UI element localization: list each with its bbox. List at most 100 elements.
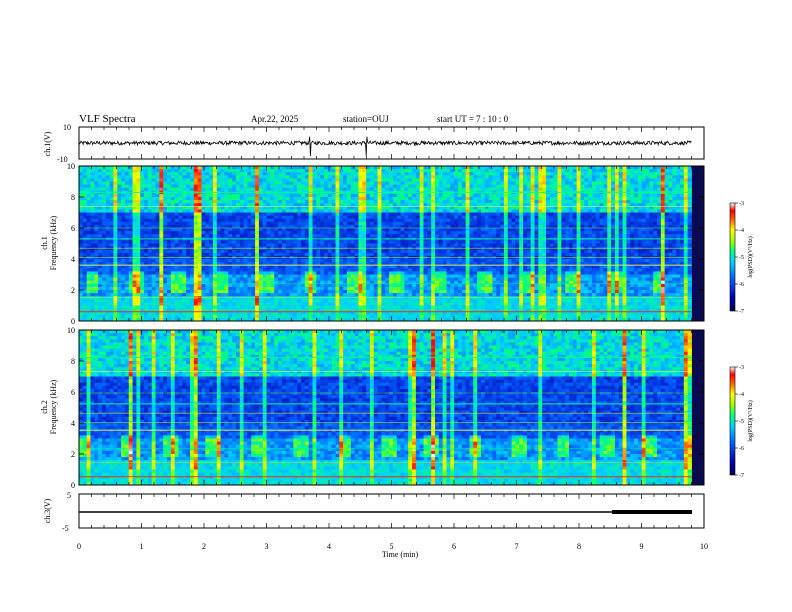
spectrogram-cell <box>392 308 398 313</box>
spectrogram-cell <box>396 172 401 176</box>
spectrogram-cell <box>346 277 352 282</box>
spectrogram-cell <box>170 317 176 322</box>
spectrogram-cell <box>170 169 176 173</box>
spectrogram-cell <box>247 305 252 309</box>
spectrogram-cell <box>193 252 199 257</box>
spectrogram-cell <box>178 228 183 232</box>
spectrogram-cell <box>285 271 290 275</box>
spectrogram-cell <box>339 311 344 316</box>
spectrogram-cell <box>98 209 103 213</box>
spectrogram-cell <box>331 181 336 185</box>
spectrogram-cell <box>278 206 283 210</box>
spectrogram-cell <box>159 302 164 306</box>
spectrogram-cell <box>274 200 279 204</box>
spectrogram-cell <box>147 240 153 244</box>
spectrogram-cell <box>400 218 405 223</box>
spectrogram-cell <box>228 224 233 229</box>
spectrogram-cell <box>167 317 172 322</box>
spectrogram-cell <box>285 283 290 288</box>
spectrogram-cell <box>446 299 451 303</box>
spectrogram-cell <box>220 290 225 294</box>
spectrogram-cell <box>346 249 352 254</box>
spectrogram-cell <box>98 268 103 272</box>
spectrogram-cell <box>178 290 183 294</box>
spectrogram-cell <box>308 172 313 176</box>
spectrogram-cell <box>132 249 137 254</box>
spectrogram-cell <box>228 175 233 179</box>
spectrogram-cell <box>289 169 294 173</box>
spectrogram-cell <box>354 290 359 294</box>
spectrogram-cell <box>446 178 451 182</box>
spectrogram-cell <box>82 203 88 207</box>
spectrogram-cell <box>350 240 356 244</box>
spectrogram-cell <box>343 206 348 210</box>
spectrogram-cell <box>270 193 275 198</box>
spectrogram-cell <box>339 206 344 210</box>
spectrogram-cell <box>117 252 122 257</box>
spectrogram-cell <box>117 259 122 263</box>
spectrogram-cell <box>94 187 99 192</box>
start-ut-label: start UT = 7 : 10 : 0 <box>437 114 509 124</box>
spectrogram-cell <box>339 283 344 288</box>
spectrogram-cell <box>209 212 214 216</box>
spectrogram-cell <box>94 290 99 294</box>
spectrogram-cell <box>216 293 222 297</box>
spectrogram-cell <box>147 221 153 226</box>
spectrogram-cell <box>98 184 103 189</box>
spectrogram-cell <box>190 265 195 269</box>
spectrogram-cell <box>423 197 428 201</box>
spectrogram-cell <box>235 305 241 309</box>
spectrogram-cell <box>438 218 444 223</box>
spectrogram-cell <box>392 259 398 263</box>
spectrogram-cell <box>450 221 455 226</box>
spectrogram-cell <box>312 206 317 210</box>
spectrogram-cell <box>316 268 321 272</box>
spectrogram-cell <box>354 252 359 257</box>
spectrogram-cell <box>366 280 371 285</box>
spectrogram-cell <box>396 240 401 244</box>
spectrogram-cell <box>450 252 455 257</box>
spectrogram-cell <box>442 203 447 207</box>
spectrogram-cell <box>182 178 187 182</box>
spectrogram-cell <box>339 231 344 235</box>
spectrogram-cell <box>121 268 126 272</box>
spectrogram-cell <box>144 308 149 313</box>
spectrogram-cell <box>438 175 444 179</box>
spectrogram-cell <box>163 184 168 189</box>
spectrogram-cell <box>144 187 149 192</box>
spectrogram-cell <box>362 166 367 170</box>
spectrogram-cell <box>239 259 245 263</box>
spectrogram-cell <box>362 299 367 303</box>
spectrogram-cell <box>316 221 321 226</box>
spectrogram-cell <box>389 277 394 282</box>
spectrogram-cell <box>163 187 168 192</box>
spectrogram-cell <box>82 187 88 192</box>
spectrogram-cell <box>396 231 401 235</box>
spectrogram-cell <box>289 234 294 238</box>
spectrogram-cell <box>281 231 287 235</box>
spectrogram-cell <box>381 169 386 173</box>
spectrogram-cell <box>289 293 294 297</box>
spectrogram-cell <box>301 249 306 254</box>
spectrogram-cell <box>304 193 310 198</box>
spectrogram-cell <box>235 277 241 282</box>
spectrogram-cell <box>366 265 371 269</box>
spectrogram-cell <box>147 169 153 173</box>
spectrogram-cell <box>266 271 271 275</box>
spectrogram-cell <box>289 175 294 179</box>
spectrogram-cell <box>201 206 206 210</box>
spectrogram-cell <box>144 252 149 257</box>
spectrogram-cell <box>186 280 191 285</box>
spectrogram-cell <box>274 187 279 192</box>
spectrogram-cell <box>132 280 137 285</box>
spectrogram-cell <box>339 302 344 306</box>
spectrogram-cell <box>86 280 91 285</box>
spectrogram-cell <box>373 221 378 226</box>
spectrogram-cell <box>354 265 359 269</box>
spectrogram-cell <box>369 187 375 192</box>
spectrogram-cell <box>297 271 302 275</box>
spectrogram-cell <box>362 175 367 179</box>
spectrogram-cell <box>285 290 290 294</box>
spectrogram-cell <box>255 262 260 266</box>
spectrogram-cell <box>354 224 359 229</box>
